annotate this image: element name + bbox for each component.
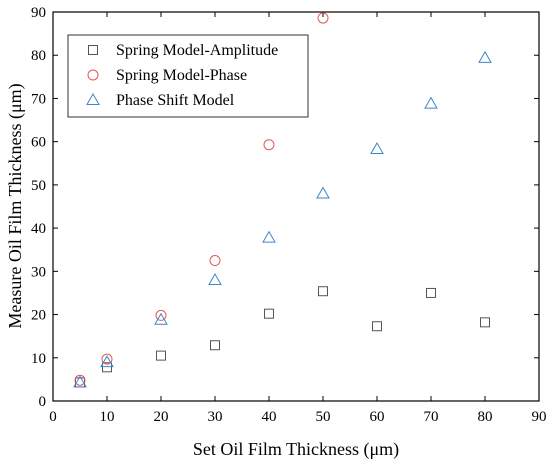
x-tick-label: 90 [532, 409, 547, 425]
triangle-data-point [154, 312, 168, 325]
x-tick-label: 10 [100, 409, 115, 425]
data-markers [73, 12, 492, 388]
circle-data-point [101, 353, 113, 365]
x-tick-label: 80 [478, 409, 493, 425]
triangle-data-point [100, 355, 114, 368]
square-data-point [156, 350, 166, 361]
square-data-point [480, 317, 490, 328]
circle-data-point [317, 12, 329, 24]
legend-square-marker [88, 45, 98, 55]
square-data-point [372, 321, 382, 332]
circle-data-point [209, 255, 221, 267]
x-tick-label: 30 [208, 409, 223, 425]
plot-frame [52, 11, 540, 402]
legend-box [67, 34, 309, 118]
legend-label: Spring Model-Phase [116, 67, 247, 84]
square-data-point [264, 308, 274, 319]
y-tick-label: 40 [31, 221, 46, 237]
x-tick-label: 40 [262, 409, 277, 425]
x-tick-label: 60 [370, 409, 385, 425]
y-tick-label: 70 [31, 91, 46, 107]
y-tick-label: 30 [31, 264, 46, 280]
circle-data-point [74, 374, 86, 386]
y-tick-label: 0 [39, 394, 47, 410]
x-axis-title: Set Oil Film Thickness (μm) [193, 439, 399, 460]
triangle-data-point [478, 50, 492, 63]
y-tick-label: 60 [31, 135, 46, 151]
triangle-data-point [424, 96, 438, 109]
y-tick-label: 50 [31, 178, 46, 194]
legend: Spring Model-Amplitude Spring Model-Phase… [86, 42, 278, 109]
x-tick-label: 0 [49, 409, 57, 425]
triangle-data-point [262, 230, 276, 243]
x-tick-label: 50 [316, 409, 331, 425]
triangle-data-point [208, 272, 222, 285]
x-tick-label: 70 [424, 409, 439, 425]
y-tick-label: 90 [31, 5, 46, 21]
y-tick-label: 80 [31, 48, 46, 64]
legend-label: Phase Shift Model [116, 92, 235, 109]
circle-data-point [155, 309, 167, 321]
legend-label: Spring Model-Amplitude [116, 42, 278, 59]
x-tick-label: 20 [154, 409, 169, 425]
legend-triangle-marker [86, 92, 100, 105]
triangle-data-point [73, 375, 87, 388]
y-tick-label: 10 [31, 351, 46, 367]
square-data-point [210, 340, 220, 351]
circle-data-point [263, 139, 275, 151]
axis-tick-labels: 0 10 20 30 40 50 60 70 80 90 0 10 20 30 40 50 60 70 80 90 [31, 5, 547, 425]
square-data-point [426, 287, 436, 298]
y-axis-title: Measure Oil Film Thickness (μm) [5, 83, 26, 328]
triangle-data-point [316, 186, 330, 199]
triangle-data-point [370, 142, 384, 155]
legend-circle-marker [87, 69, 99, 81]
y-tick-label: 20 [31, 308, 46, 324]
square-data-point [102, 362, 112, 373]
square-data-point [318, 286, 328, 297]
